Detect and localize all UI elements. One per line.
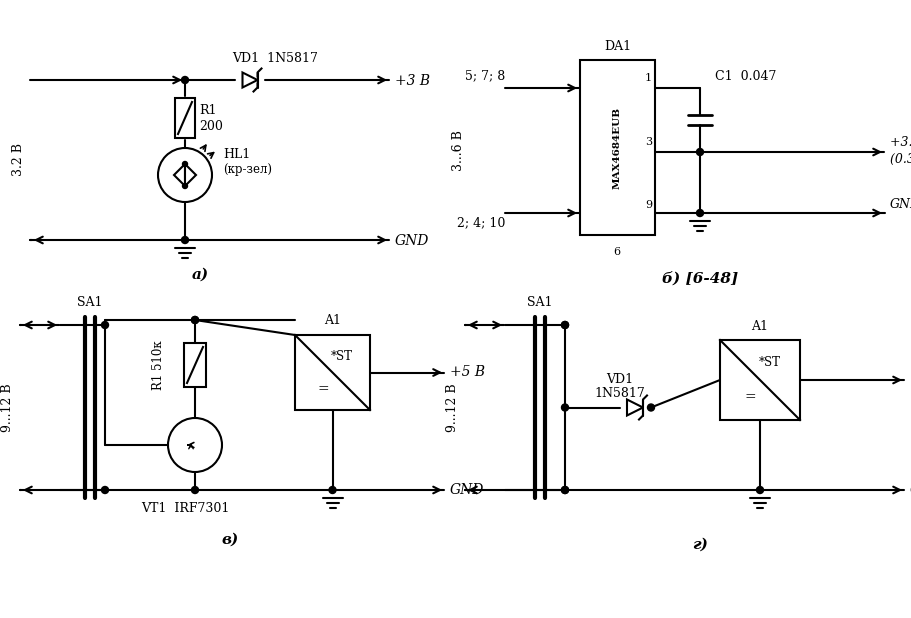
Polygon shape <box>174 164 185 186</box>
Text: 1N5817: 1N5817 <box>595 387 645 400</box>
Text: SA1: SA1 <box>77 297 103 310</box>
Text: 2; 4; 10: 2; 4; 10 <box>456 216 505 229</box>
Text: 3.2 B: 3.2 B <box>12 143 25 177</box>
Text: R1: R1 <box>199 103 217 117</box>
Circle shape <box>182 161 188 166</box>
Text: 9: 9 <box>645 200 652 210</box>
Text: а): а) <box>191 268 209 282</box>
Text: GND: GND <box>890 198 911 211</box>
Text: 200: 200 <box>199 119 223 132</box>
Text: +3 B: +3 B <box>395 74 430 88</box>
Text: MAX4684EUB: MAX4684EUB <box>613 106 622 188</box>
Text: 5; 7; 8: 5; 7; 8 <box>465 69 505 82</box>
Bar <box>184 343 206 387</box>
Text: R1 510к: R1 510к <box>152 340 166 390</box>
Circle shape <box>697 210 703 216</box>
Circle shape <box>101 321 108 329</box>
Text: VT1  IRF7301: VT1 IRF7301 <box>141 501 230 515</box>
Text: 3...6 B: 3...6 B <box>452 130 465 171</box>
Text: *ST: *ST <box>331 350 353 363</box>
Bar <box>295 335 370 410</box>
Text: A1: A1 <box>752 320 769 332</box>
Circle shape <box>329 486 336 494</box>
Text: (0.3 А): (0.3 А) <box>890 153 911 166</box>
Circle shape <box>697 148 703 156</box>
Circle shape <box>756 486 763 494</box>
Circle shape <box>158 148 212 202</box>
Text: +3...+6 B: +3...+6 B <box>890 135 911 148</box>
Text: VD1  1N5817: VD1 1N5817 <box>232 51 318 64</box>
Text: GND: GND <box>910 483 911 497</box>
Text: =: = <box>744 391 756 405</box>
Circle shape <box>168 418 222 472</box>
Circle shape <box>561 321 568 329</box>
Text: *ST: *ST <box>759 356 781 369</box>
Circle shape <box>648 404 654 411</box>
Circle shape <box>561 321 568 329</box>
Text: (кр-зел): (кр-зел) <box>223 164 272 177</box>
Text: A1: A1 <box>324 315 341 328</box>
Circle shape <box>181 237 189 243</box>
Text: 3: 3 <box>645 137 652 147</box>
Circle shape <box>191 486 199 494</box>
Circle shape <box>182 184 188 188</box>
Circle shape <box>561 404 568 411</box>
Text: DA1: DA1 <box>604 40 631 53</box>
Circle shape <box>191 316 199 323</box>
Circle shape <box>561 486 568 494</box>
Circle shape <box>561 486 568 494</box>
Bar <box>720 340 800 420</box>
Polygon shape <box>242 72 258 88</box>
Text: GND: GND <box>395 234 429 248</box>
Text: г): г) <box>692 538 708 552</box>
Text: C1  0.047: C1 0.047 <box>715 69 776 82</box>
Text: 1: 1 <box>645 73 652 83</box>
Text: HL1: HL1 <box>223 148 251 161</box>
Text: в): в) <box>221 533 239 547</box>
Text: =: = <box>318 382 329 396</box>
Bar <box>175 98 195 138</box>
Text: VD1: VD1 <box>607 373 633 386</box>
Text: 9...12 B: 9...12 B <box>2 383 15 432</box>
Text: GND: GND <box>450 483 485 497</box>
Text: +5 B: +5 B <box>910 373 911 387</box>
Polygon shape <box>627 399 643 415</box>
Text: б) [6-48]: б) [6-48] <box>662 271 738 285</box>
Bar <box>580 60 655 235</box>
Text: 6: 6 <box>613 247 620 257</box>
Circle shape <box>181 77 189 83</box>
Text: +5 B: +5 B <box>450 365 486 379</box>
Polygon shape <box>185 164 196 186</box>
Circle shape <box>101 486 108 494</box>
Text: 9...12 B: 9...12 B <box>446 383 459 432</box>
Circle shape <box>191 316 199 323</box>
Text: SA1: SA1 <box>527 297 553 310</box>
